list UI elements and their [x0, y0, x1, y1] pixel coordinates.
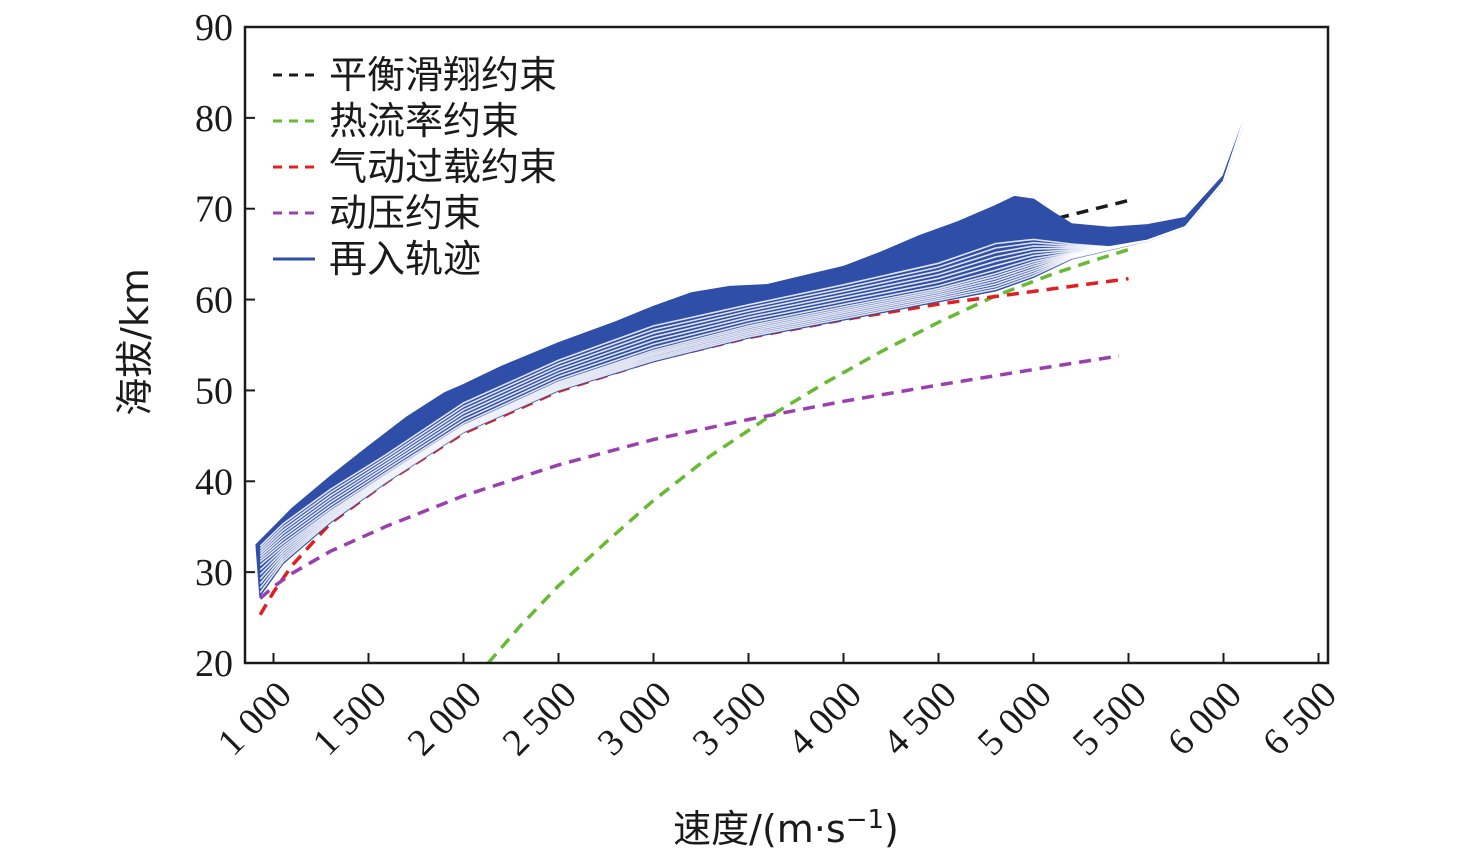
- x-axis-title-close: ): [884, 807, 899, 851]
- y-axis-title: 海拔/km: [113, 268, 157, 416]
- x-axis-title-main: 速度/(m·s: [673, 807, 846, 851]
- plot-frame: [243, 25, 1330, 665]
- legend-item: 动压约束: [273, 191, 481, 235]
- y-tick-label: 40: [195, 461, 233, 503]
- x-tick-label: 1 000: [210, 674, 300, 764]
- y-tick-label: 30: [195, 552, 233, 594]
- y-tick-label: 60: [195, 280, 233, 322]
- x-tick-label: 5 000: [970, 674, 1060, 764]
- x-axis-title: 速度/(m·s−1): [673, 805, 899, 851]
- x-tick-label: 2 500: [495, 674, 585, 764]
- x-tick-label: 1 500: [305, 674, 395, 764]
- reentry-trajectory-band: [255, 123, 1244, 598]
- reentry-trajectory-strand: [259, 123, 1244, 547]
- legend-item: 热流率约束: [273, 99, 519, 143]
- x-tick-label: 3 000: [590, 674, 680, 764]
- legend-label: 再入轨迹: [329, 237, 481, 281]
- legend-label: 热流率约束: [329, 99, 519, 143]
- legend-item: 再入轨迹: [273, 237, 481, 281]
- reentry-trajectory-strand: [259, 123, 1244, 558]
- legend-label: 平衡滑翔约束: [329, 53, 557, 97]
- y-tick-label: 50: [195, 370, 233, 412]
- y-tick-label: 20: [195, 643, 233, 685]
- x-tick-label: 4 000: [780, 674, 870, 764]
- legend-label: 动压约束: [329, 191, 481, 235]
- legend-label: 气动过载约束: [329, 145, 557, 189]
- x-axis-title-sup: −1: [846, 805, 884, 835]
- x-tick-label: 5 500: [1065, 674, 1155, 764]
- legend-item: 气动过载约束: [273, 145, 557, 189]
- reentry-trajectory-strand: [259, 123, 1244, 560]
- reentry-trajectory-strand: [259, 123, 1244, 563]
- x-tick-label: 2 000: [400, 674, 490, 764]
- x-tick-label: 3 500: [685, 674, 775, 764]
- constraint-curve-1: [486, 247, 1130, 663]
- constraint-curve-3: [259, 354, 1120, 600]
- legend-item: 平衡滑翔约束: [273, 53, 557, 97]
- series-group: [255, 123, 1244, 663]
- x-tick-label: 6 500: [1255, 674, 1345, 764]
- x-tick-label: 4 500: [875, 674, 965, 764]
- x-tick-label: 6 000: [1160, 674, 1250, 764]
- y-tick-label: 80: [195, 98, 233, 140]
- plot-area: [255, 123, 1244, 663]
- y-tick-label: 70: [195, 189, 233, 231]
- y-tick-label: 90: [195, 7, 233, 49]
